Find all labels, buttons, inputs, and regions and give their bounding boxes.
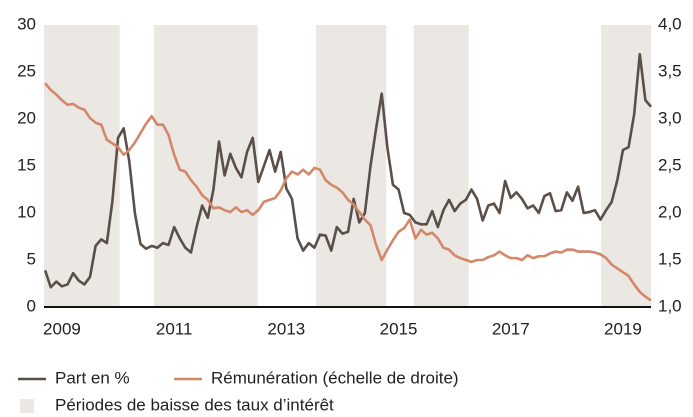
- y-tick-label: 5: [27, 249, 36, 268]
- y2-tick-label: 3,0: [658, 108, 682, 127]
- y-tick-label: 30: [17, 14, 36, 33]
- shaded-period: [413, 25, 469, 307]
- y2-tick-label: 4,0: [658, 14, 682, 33]
- x-tick-label: 2009: [43, 319, 81, 338]
- y-tick-label: 15: [17, 155, 36, 174]
- x-tick-label: 2019: [604, 319, 642, 338]
- data-line: [44, 82, 652, 302]
- y-tick-label: 20: [17, 108, 36, 127]
- legend-label: Rémunération (échelle de droite): [211, 368, 459, 387]
- y2-tick-label: 2,5: [658, 155, 682, 174]
- y-tick-label: 0: [27, 296, 36, 315]
- data-line: [43, 52, 652, 289]
- y-tick-label: 10: [17, 202, 36, 221]
- y-tick-label: 25: [17, 61, 36, 80]
- shaded-period: [601, 25, 651, 307]
- y2-tick-label: 2,0: [658, 202, 682, 221]
- legend-swatch: [20, 399, 34, 413]
- y2-tick-label: 3,5: [658, 61, 682, 80]
- x-tick-label: 2013: [267, 319, 305, 338]
- legend-label: Part en %: [55, 368, 130, 387]
- shaded-period: [153, 25, 258, 307]
- x-tick-label: 2017: [492, 319, 530, 338]
- y2-tick-label: 1,5: [658, 249, 682, 268]
- x-tick-label: 2015: [380, 319, 418, 338]
- x-tick-label: 2011: [156, 319, 193, 338]
- shaded-period: [44, 25, 120, 307]
- y2-tick-label: 1,0: [658, 296, 682, 315]
- legend-label: Périodes de baisse des taux d’intérêt: [55, 395, 334, 414]
- shaded-period: [316, 25, 387, 307]
